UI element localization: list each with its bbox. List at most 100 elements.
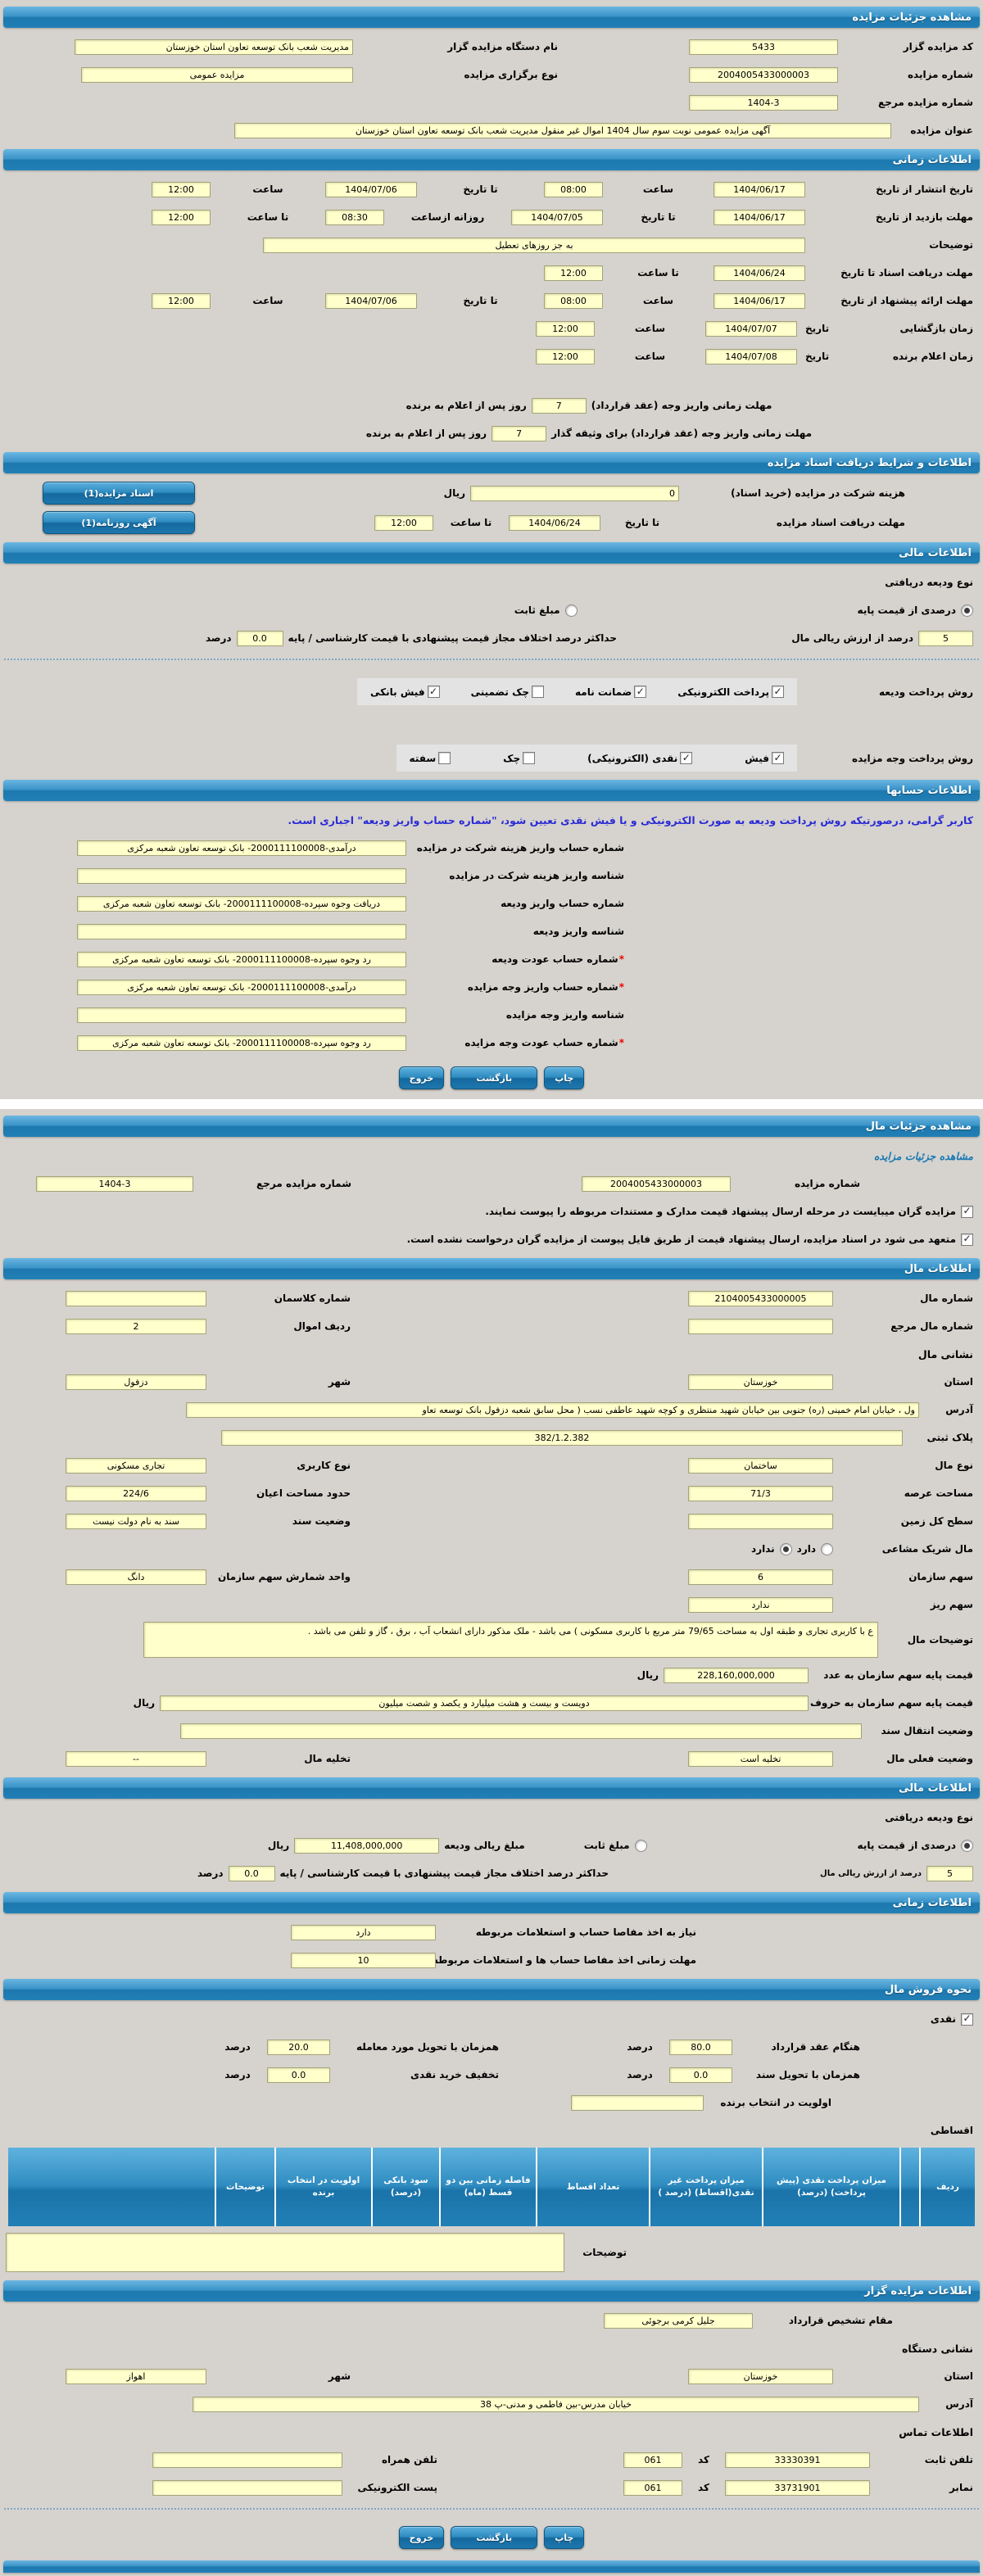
account-deposit-field[interactable]: دریافت وجوه سپرده-2000111100008- بانک تو… [77, 895, 406, 912]
print-button[interactable]: چاپ [544, 2526, 585, 2549]
address-field[interactable]: ول ، خیابان امام خمینی (ره) جنوبی بین خی… [186, 1401, 919, 1418]
docs-receive-hour-field[interactable]: 12:00 [374, 514, 433, 531]
deposit-percent-field[interactable]: 5 [926, 1865, 973, 1881]
base-price-number-field[interactable]: 228,160,000,000 [664, 1667, 809, 1683]
docs-deadline-hour-field[interactable]: 12:00 [544, 265, 603, 281]
publish-to-hour-field[interactable]: 12:00 [152, 181, 211, 197]
clearance-deadline-field[interactable]: 10 [291, 1952, 436, 1968]
bidder-code-field[interactable]: 5433 [689, 38, 838, 55]
promissory-note-checkbox[interactable] [438, 752, 451, 764]
auction-ref-field[interactable]: 1404-3 [689, 94, 838, 111]
offer-to-hour-field[interactable]: 12:00 [152, 292, 211, 309]
notes-field[interactable]: به جز روزهای تعطیل [263, 237, 805, 253]
at-contract-field[interactable]: 80.0 [669, 2039, 732, 2055]
auction-documents-button[interactable]: اسناد مزایده(1) [43, 482, 195, 505]
fax-area-code-field[interactable]: 061 [623, 2479, 682, 2496]
base-price-words-field[interactable]: دویست و بیست و هشت میلیارد و یکصد و شصت … [160, 1695, 809, 1711]
publish-to-date-field[interactable]: 1404/07/06 [325, 181, 417, 197]
land-area-field[interactable]: 71/3 [688, 1485, 833, 1501]
visit-to-hour-field[interactable]: 12:00 [152, 209, 211, 225]
guarantee-letter-checkbox[interactable] [634, 686, 647, 698]
visit-to-date-field[interactable]: 1404/07/05 [511, 209, 603, 225]
shared-no-radio[interactable] [779, 1542, 792, 1555]
email-field[interactable] [152, 2479, 342, 2496]
visit-from-date-field[interactable]: 1404/06/17 [713, 209, 805, 225]
property-type-field[interactable]: ساختمان [688, 1457, 833, 1474]
cash-electronic-checkbox[interactable] [680, 752, 693, 764]
back-button[interactable]: بازگشت [451, 1066, 538, 1089]
auction-title-field[interactable]: آگهی مزایده عمومی نوبت سوم سال 1404 اموا… [234, 122, 891, 138]
opening-date-field[interactable]: 1404/07/07 [705, 320, 797, 337]
property-ref-field[interactable] [688, 1318, 833, 1334]
account-auction-payment-id-field[interactable] [77, 1007, 406, 1023]
property-description-field[interactable]: ع با کاربری تجاری و طبقه اول به مساحت 79… [143, 1622, 878, 1658]
area-code-field[interactable]: 061 [623, 2452, 682, 2468]
deposit-percent-field[interactable]: 5 [918, 630, 973, 646]
evacuation-field[interactable]: -- [66, 1750, 206, 1767]
account-deposit-return-field[interactable]: رد وجوه سپرده-2000111100008- بانک توسعه … [77, 951, 406, 967]
org-share-field[interactable]: 6 [688, 1569, 833, 1585]
offer-to-date-field[interactable]: 1404/07/06 [325, 292, 417, 309]
contract-authority-field[interactable]: جلیل کرمی برجوئی [604, 2312, 753, 2329]
shared-yes-radio[interactable] [821, 1542, 833, 1555]
province-field[interactable]: خوزستان [688, 1374, 833, 1390]
property-row-field[interactable]: 2 [66, 1318, 206, 1334]
print-button[interactable]: چاپ [544, 1066, 585, 1089]
certified-check-checkbox[interactable] [532, 686, 545, 698]
org-city-field[interactable]: اهواز [66, 2368, 206, 2384]
property-no-field[interactable]: 2104005433000005 [688, 1290, 833, 1306]
slip-checkbox[interactable] [772, 752, 784, 764]
org-address-field[interactable]: خیابان مدرس-بین فاطمی و مدنی-پ 38 [193, 2396, 919, 2412]
account-deposit-id-field[interactable] [77, 923, 406, 939]
radio-percent-of-base-price[interactable] [961, 604, 973, 617]
city-field[interactable]: دزفول [66, 1374, 206, 1390]
payment-deadline-2-field[interactable]: 7 [492, 425, 547, 441]
account-auction-payment-field[interactable]: درآمدی-2000111100008- بانک توسعه تعاون ش… [77, 979, 406, 995]
publish-from-hour-field[interactable]: 08:00 [544, 181, 603, 197]
visit-from-hour-field[interactable]: 08:30 [325, 209, 384, 225]
clearance-needed-field[interactable]: دارد [291, 1924, 436, 1940]
max-diff-field[interactable]: 0.0 [228, 1865, 275, 1881]
docs-deadline-date-field[interactable]: 1404/06/24 [713, 265, 805, 281]
opening-hour-field[interactable]: 12:00 [536, 320, 595, 337]
offer-from-hour-field[interactable]: 08:00 [544, 292, 603, 309]
at-delivery-field[interactable]: 20.0 [267, 2039, 330, 2055]
org-province-field[interactable]: خوزستان [688, 2368, 833, 2384]
deed-transfer-status-field[interactable] [180, 1723, 862, 1739]
auction-no-field[interactable]: 2004005433000003 [582, 1175, 731, 1192]
max-diff-field[interactable]: 0.0 [236, 630, 283, 646]
docs-receive-date-field[interactable]: 1404/06/24 [509, 514, 600, 531]
deed-status-field[interactable]: سند به نام دولت نیست [66, 1513, 206, 1529]
org-name-field[interactable]: مدیریت شعب بانک توسعه تعاون استان خوزستا… [75, 38, 353, 55]
deposit-amount-field[interactable]: 11,408,000,000 [294, 1837, 440, 1854]
registration-plate-field[interactable]: 382/1.2.382 [221, 1429, 903, 1446]
auction-ref-field[interactable]: 1404-3 [36, 1175, 193, 1192]
electronic-payment-checkbox[interactable] [772, 686, 784, 698]
exit-button[interactable]: خروج [398, 1066, 445, 1089]
back-button[interactable]: بازگشت [451, 2526, 538, 2549]
auction-no-field[interactable]: 2004005433000003 [689, 66, 838, 83]
check-checkbox[interactable] [523, 752, 536, 764]
participation-fee-field[interactable]: 0 [470, 485, 679, 501]
account-fee-id-field[interactable] [77, 867, 406, 884]
at-deed-transfer-field[interactable]: 0.0 [669, 2067, 732, 2083]
exit-button[interactable]: خروج [398, 2526, 445, 2549]
total-land-field[interactable] [688, 1513, 833, 1529]
account-fee-deposit-field[interactable]: درآمدی-2000111100008- بانک توسعه تعاون ش… [77, 840, 406, 856]
publish-from-date-field[interactable]: 1404/06/17 [713, 181, 805, 197]
winner-hour-field[interactable]: 12:00 [536, 348, 595, 364]
offer-from-date-field[interactable]: 1404/06/17 [713, 292, 805, 309]
radio-percent-of-base-price[interactable] [961, 1839, 973, 1852]
attachment-required-checkbox[interactable] [961, 1205, 973, 1218]
auction-type-field[interactable]: مزایده عمومی [81, 66, 353, 83]
usage-type-field[interactable]: تجاری مسکونی [66, 1457, 206, 1474]
landline-field[interactable]: 33330391 [725, 2452, 870, 2468]
account-auction-return-field[interactable]: رد وجوه سپرده-2000111100008- بانک توسعه … [77, 1034, 406, 1051]
sale-notes-field[interactable] [6, 2233, 564, 2272]
mobile-field[interactable] [152, 2452, 342, 2468]
share-unit-field[interactable]: دانگ [66, 1569, 206, 1585]
no-attachment-requested-checkbox[interactable] [961, 1233, 973, 1246]
cash-discount-field[interactable]: 0.0 [267, 2067, 330, 2083]
current-status-field[interactable]: تخلیه است [688, 1750, 833, 1767]
building-area-field[interactable]: 224/6 [66, 1485, 206, 1501]
